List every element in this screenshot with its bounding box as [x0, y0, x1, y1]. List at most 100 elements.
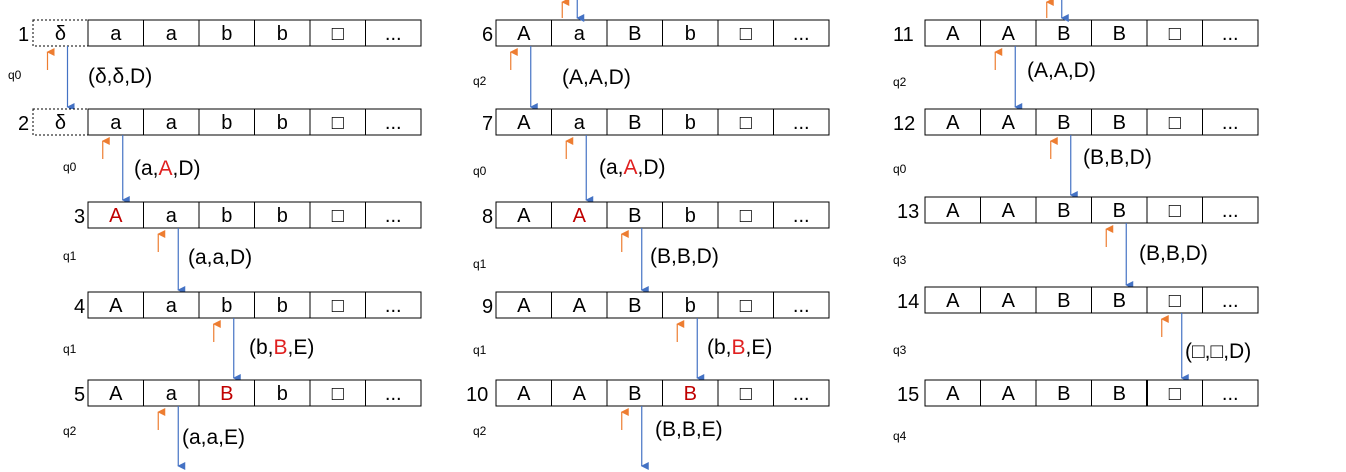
tape-cell-symbol: A [1002, 383, 1016, 405]
tape-cell-symbol: A [1002, 23, 1016, 45]
transition-label: (a,a,D) [188, 246, 252, 269]
tape-cell-symbol: A [946, 200, 960, 222]
tape-cell [773, 201, 830, 229]
tape-cell-symbol: A [517, 112, 531, 134]
tape-cell-symbol: b [685, 295, 696, 317]
step-index: 11 [893, 24, 914, 46]
tape-cell [1091, 379, 1148, 407]
tape-cell [1035, 19, 1092, 47]
tape-cell-symbol: ... [385, 295, 402, 317]
transition-label: (B,B,D) [650, 245, 719, 268]
tape-cell-symbol: b [277, 295, 288, 317]
tape-cell-symbol: ... [793, 23, 810, 45]
tape-cell-symbol: B [220, 383, 233, 405]
tape-cell-symbol: b [277, 205, 288, 227]
tapes-layer: δ a a b b □ ...1q0 (δ,δ,D)δ a a b b □ ...2q0 (a,A,D)A a… [8, 0, 1259, 470]
state-label: q1 [63, 342, 77, 356]
step-index: 8 [482, 206, 493, 228]
tape-cell-symbol: □ [332, 383, 344, 405]
tape-cell-symbol: ... [1222, 23, 1239, 45]
tape-cell-symbol: A [1002, 200, 1016, 222]
tape-cell-symbol: B [628, 205, 641, 227]
tape-cell-symbol: ... [1222, 290, 1239, 312]
tape-cell [924, 379, 981, 407]
tape-cell-symbol: b [277, 383, 288, 405]
tape-cell-symbol: ... [1222, 112, 1239, 134]
tape-cell-symbol: B [1113, 23, 1126, 45]
tape-cell [365, 201, 422, 229]
tape-cell [495, 379, 552, 407]
tape-cell [1146, 379, 1203, 407]
tape-cell [924, 19, 981, 47]
tape-cell [551, 201, 608, 229]
tape-cell-symbol: B [684, 383, 697, 405]
tape-cell [717, 291, 774, 319]
tape-cell [606, 19, 663, 47]
tape-cell-symbol: B [1113, 290, 1126, 312]
tape-cell-symbol: A [517, 23, 531, 45]
tape-cell [980, 286, 1037, 314]
tape-cell-symbol: b [221, 205, 232, 227]
step-index: 12 [893, 113, 915, 135]
tape-cell-symbol: □ [740, 112, 752, 134]
tape-cell-symbol: a [574, 23, 586, 45]
tape-cell [1146, 19, 1203, 47]
tape-cell [143, 19, 200, 47]
tape-cell [198, 379, 255, 407]
tape-cell-symbol: □ [740, 205, 752, 227]
tape-cell [365, 108, 422, 136]
tape-15: A A B B □ ... 15 q4 [893, 379, 1259, 443]
tape-cell [980, 108, 1037, 136]
transition-label: (a,A,D) [599, 156, 666, 179]
tape-cell [773, 291, 830, 319]
tape-cell [551, 108, 608, 136]
transition-label: (□,□,D) [1185, 340, 1251, 363]
tape-cell [365, 291, 422, 319]
tape-cell-symbol: A [1002, 112, 1016, 134]
tape-cell-symbol: B [1057, 112, 1070, 134]
tape-cell-symbol: b [685, 112, 696, 134]
tape-cell-symbol: □ [740, 383, 752, 405]
state-label: q3 [893, 253, 907, 267]
tape-cell [254, 19, 311, 47]
tape-cell [1035, 286, 1092, 314]
transition-label: (B,B,D) [1083, 146, 1152, 169]
step-index: 4 [74, 296, 85, 318]
state-label: q2 [63, 424, 77, 438]
tape-cell [1035, 108, 1092, 136]
tape-cell-symbol: □ [740, 23, 752, 45]
step-index: 5 [74, 384, 85, 406]
tape-cell-symbol: ... [385, 205, 402, 227]
tape-cell-symbol: a [110, 112, 122, 134]
tape-13: A A B B □ ... 13 q3 (B,B,D) [893, 196, 1259, 289]
tape-cell-symbol: ... [385, 112, 402, 134]
transition-label: (A,A,D) [1027, 59, 1096, 82]
tape-cell-symbol: B [628, 295, 641, 317]
tape-cell-symbol: ... [385, 23, 402, 45]
transition-label: (A,A,D) [562, 66, 631, 89]
tape-cell-symbol: ... [793, 112, 810, 134]
step-index: 9 [482, 296, 493, 318]
tape-cell [254, 108, 311, 136]
tape-cell-symbol: B [628, 383, 641, 405]
tape-cell-symbol: b [277, 112, 288, 134]
tape-cell [495, 291, 552, 319]
step-index: 10 [466, 384, 488, 406]
transition-label: (b,B,E) [707, 336, 772, 359]
state-label: q0 [8, 68, 22, 82]
state-label: q2 [473, 424, 487, 438]
tape-cell [87, 201, 144, 229]
tape-cell [143, 291, 200, 319]
tape-cell-symbol: a [166, 383, 178, 405]
tape-cell [143, 201, 200, 229]
tape-cell-symbol: □ [1169, 290, 1181, 312]
tape-cell [662, 379, 719, 407]
step-index: 2 [18, 113, 29, 135]
tape-cell [773, 19, 830, 47]
tape-cell-symbol: A [946, 112, 960, 134]
tape-2: δ a a b b □ ... 2 q0 (a,A,D) [18, 108, 422, 204]
tape-cell [309, 291, 366, 319]
transition-label: (B,B,D) [1139, 242, 1208, 265]
